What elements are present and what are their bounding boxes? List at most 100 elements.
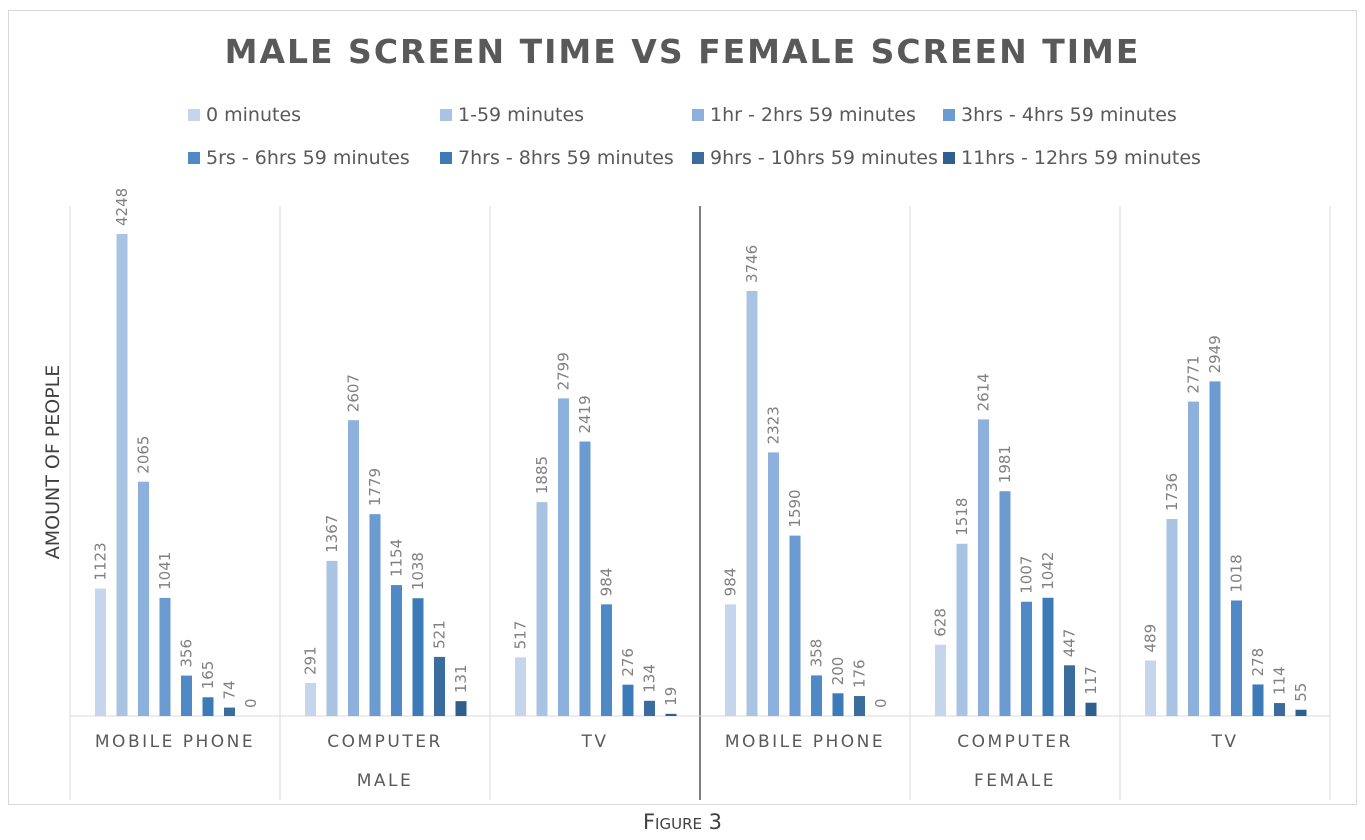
data-label: 176 [851,659,869,688]
legend-swatch [188,109,200,121]
legend-swatch [692,152,704,164]
data-label: 2419 [576,395,594,433]
data-label: 521 [431,620,449,649]
bar [1064,665,1075,716]
figure-caption: Figure 3 [0,810,1365,834]
legend-label: 1hr - 2hrs 59 minutes [710,104,916,126]
bar [558,398,569,716]
legend-swatch [188,152,200,164]
bar [789,535,801,716]
bar [515,657,526,716]
data-label: 2771 [1185,355,1203,393]
legend-swatch [692,109,704,121]
data-label: 74 [221,681,239,700]
bar [434,656,445,716]
data-label: 276 [619,648,637,677]
legend-swatch [440,109,452,121]
data-label: 1123 [92,542,110,580]
bar [854,696,865,716]
legend-row-2: 5rs - 6hrs 59 minutes 7hrs - 8hrs 59 min… [188,147,1248,190]
category-label: TV [1210,732,1238,752]
bar [95,588,106,716]
legend-label: 1-59 minutes [458,104,585,126]
bar [1274,703,1285,716]
legend-row-1: 0 minutes 1-59 minutes 1hr - 2hrs 59 min… [188,104,1248,147]
data-label: 628 [932,608,950,637]
legend-swatch [943,152,955,164]
bar [536,502,548,716]
bar [622,684,634,716]
legend-item-1-59-minutes: 1-59 minutes [440,104,584,126]
bar [348,420,359,716]
bar [138,481,149,716]
bar [326,560,338,716]
bar [412,598,424,716]
legend-label: 11hrs - 12hrs 59 minutes [961,147,1201,169]
category-label: MOBILE PHONE [725,732,885,752]
legend-item-5rs-6hrs: 5rs - 6hrs 59 minutes [188,147,410,169]
bar [224,707,235,716]
bar [935,644,946,716]
data-label: 1007 [1018,556,1036,594]
bar [665,713,677,716]
data-label: 3746 [743,245,761,283]
data-label: 358 [808,639,826,668]
data-label: 1041 [156,552,174,590]
data-label: 291 [302,646,320,675]
legend-label: 3hrs - 4hrs 59 minutes [961,104,1177,126]
legend-label: 9hrs - 10hrs 59 minutes [710,147,938,169]
legend-item-3hrs-4hrs: 3hrs - 4hrs 59 minutes [943,104,1177,126]
bar [1188,401,1199,716]
bar [1042,597,1054,716]
data-label: 1154 [388,539,406,577]
data-label: 1736 [1163,473,1181,511]
bar [455,701,467,716]
data-label: 1018 [1228,554,1246,592]
bar [1231,600,1242,716]
legend-item-1hr-2hrs: 1hr - 2hrs 59 minutes [692,104,916,126]
data-label: 2323 [765,406,783,444]
bar [644,700,655,716]
data-label: 1367 [323,515,341,553]
data-label: 2614 [975,373,993,411]
data-label: 517 [512,621,530,650]
data-label: 55 [1292,683,1310,702]
data-label: 114 [1271,666,1289,695]
data-label: 278 [1249,648,1267,677]
bar [116,234,128,716]
bar [725,604,736,716]
bar [811,675,822,716]
data-label: 165 [199,661,217,690]
bar [181,675,192,716]
data-label: 2065 [135,436,153,474]
category-label: MOBILE PHONE [95,732,255,752]
group-label: MALE [357,771,414,791]
legend-swatch [943,109,955,121]
figure-caption-text: Figure 3 [642,810,723,834]
group-label: FEMALE [974,771,1056,791]
data-label: 0 [242,698,260,708]
legend-label: 7hrs - 8hrs 59 minutes [458,147,674,169]
bar [202,697,214,716]
bar [768,452,779,716]
bar [1252,684,1264,716]
data-label: 0 [872,698,890,708]
bar [956,543,968,716]
legend-item-9hrs-10hrs: 9hrs - 10hrs 59 minutes [692,147,938,169]
bar [1085,702,1097,716]
bar [978,419,989,716]
data-label: 1590 [786,489,804,527]
bar [601,604,612,716]
data-label: 1885 [533,456,551,494]
data-label: 1042 [1039,552,1057,590]
chart-title: MALE SCREEN TIME VS FEMALE SCREEN TIME [224,32,1141,71]
data-label: 131 [452,664,470,693]
legend-swatch [440,152,452,164]
data-label: 984 [722,568,740,597]
bar [305,682,316,716]
data-label: 2607 [345,374,363,412]
legend-label: 5rs - 6hrs 59 minutes [206,147,410,169]
legend-item-0-minutes: 0 minutes [188,104,301,126]
data-label: 1038 [409,552,427,590]
